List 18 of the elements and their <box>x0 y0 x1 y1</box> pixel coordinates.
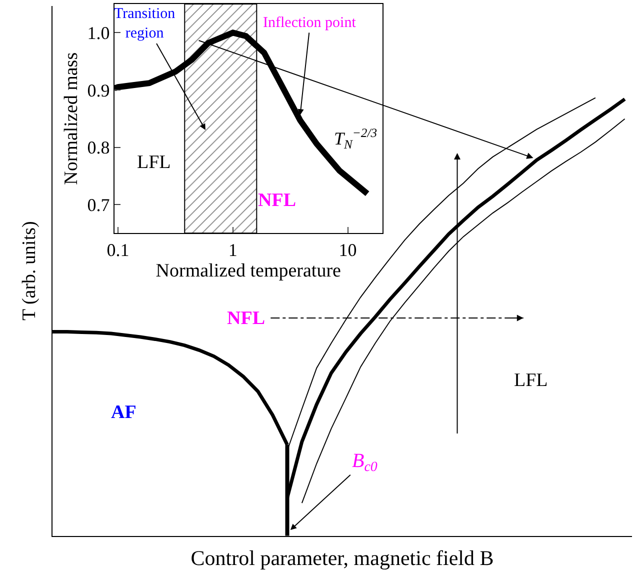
annotation: NFL <box>258 190 296 211</box>
y-tick-label: 0.8 <box>87 138 110 158</box>
y-tick-label: 1.0 <box>87 23 110 43</box>
y-axis-title: Normalized mass <box>61 52 82 185</box>
y-axis-title: T (arb. units) <box>19 221 40 321</box>
y-tick-label: 0.9 <box>87 80 110 100</box>
x-axis-title: Normalized temperature <box>156 260 341 282</box>
annotation: LFL <box>137 152 171 173</box>
annotation: Inflection point <box>263 15 357 31</box>
annotation: LFL <box>514 370 548 391</box>
x-tick-label: 10 <box>338 240 357 260</box>
annotation: B$_{c0}$ <box>352 450 378 476</box>
x-tick-label: 0.1 <box>106 240 130 260</box>
annotation: AF <box>111 402 136 423</box>
annotation: NFL <box>227 308 265 329</box>
y-tick-label: 0.7 <box>87 194 110 215</box>
x-axis-title: Control parameter, magnetic field B <box>190 546 494 570</box>
x-tick-label: 1 <box>228 240 238 260</box>
